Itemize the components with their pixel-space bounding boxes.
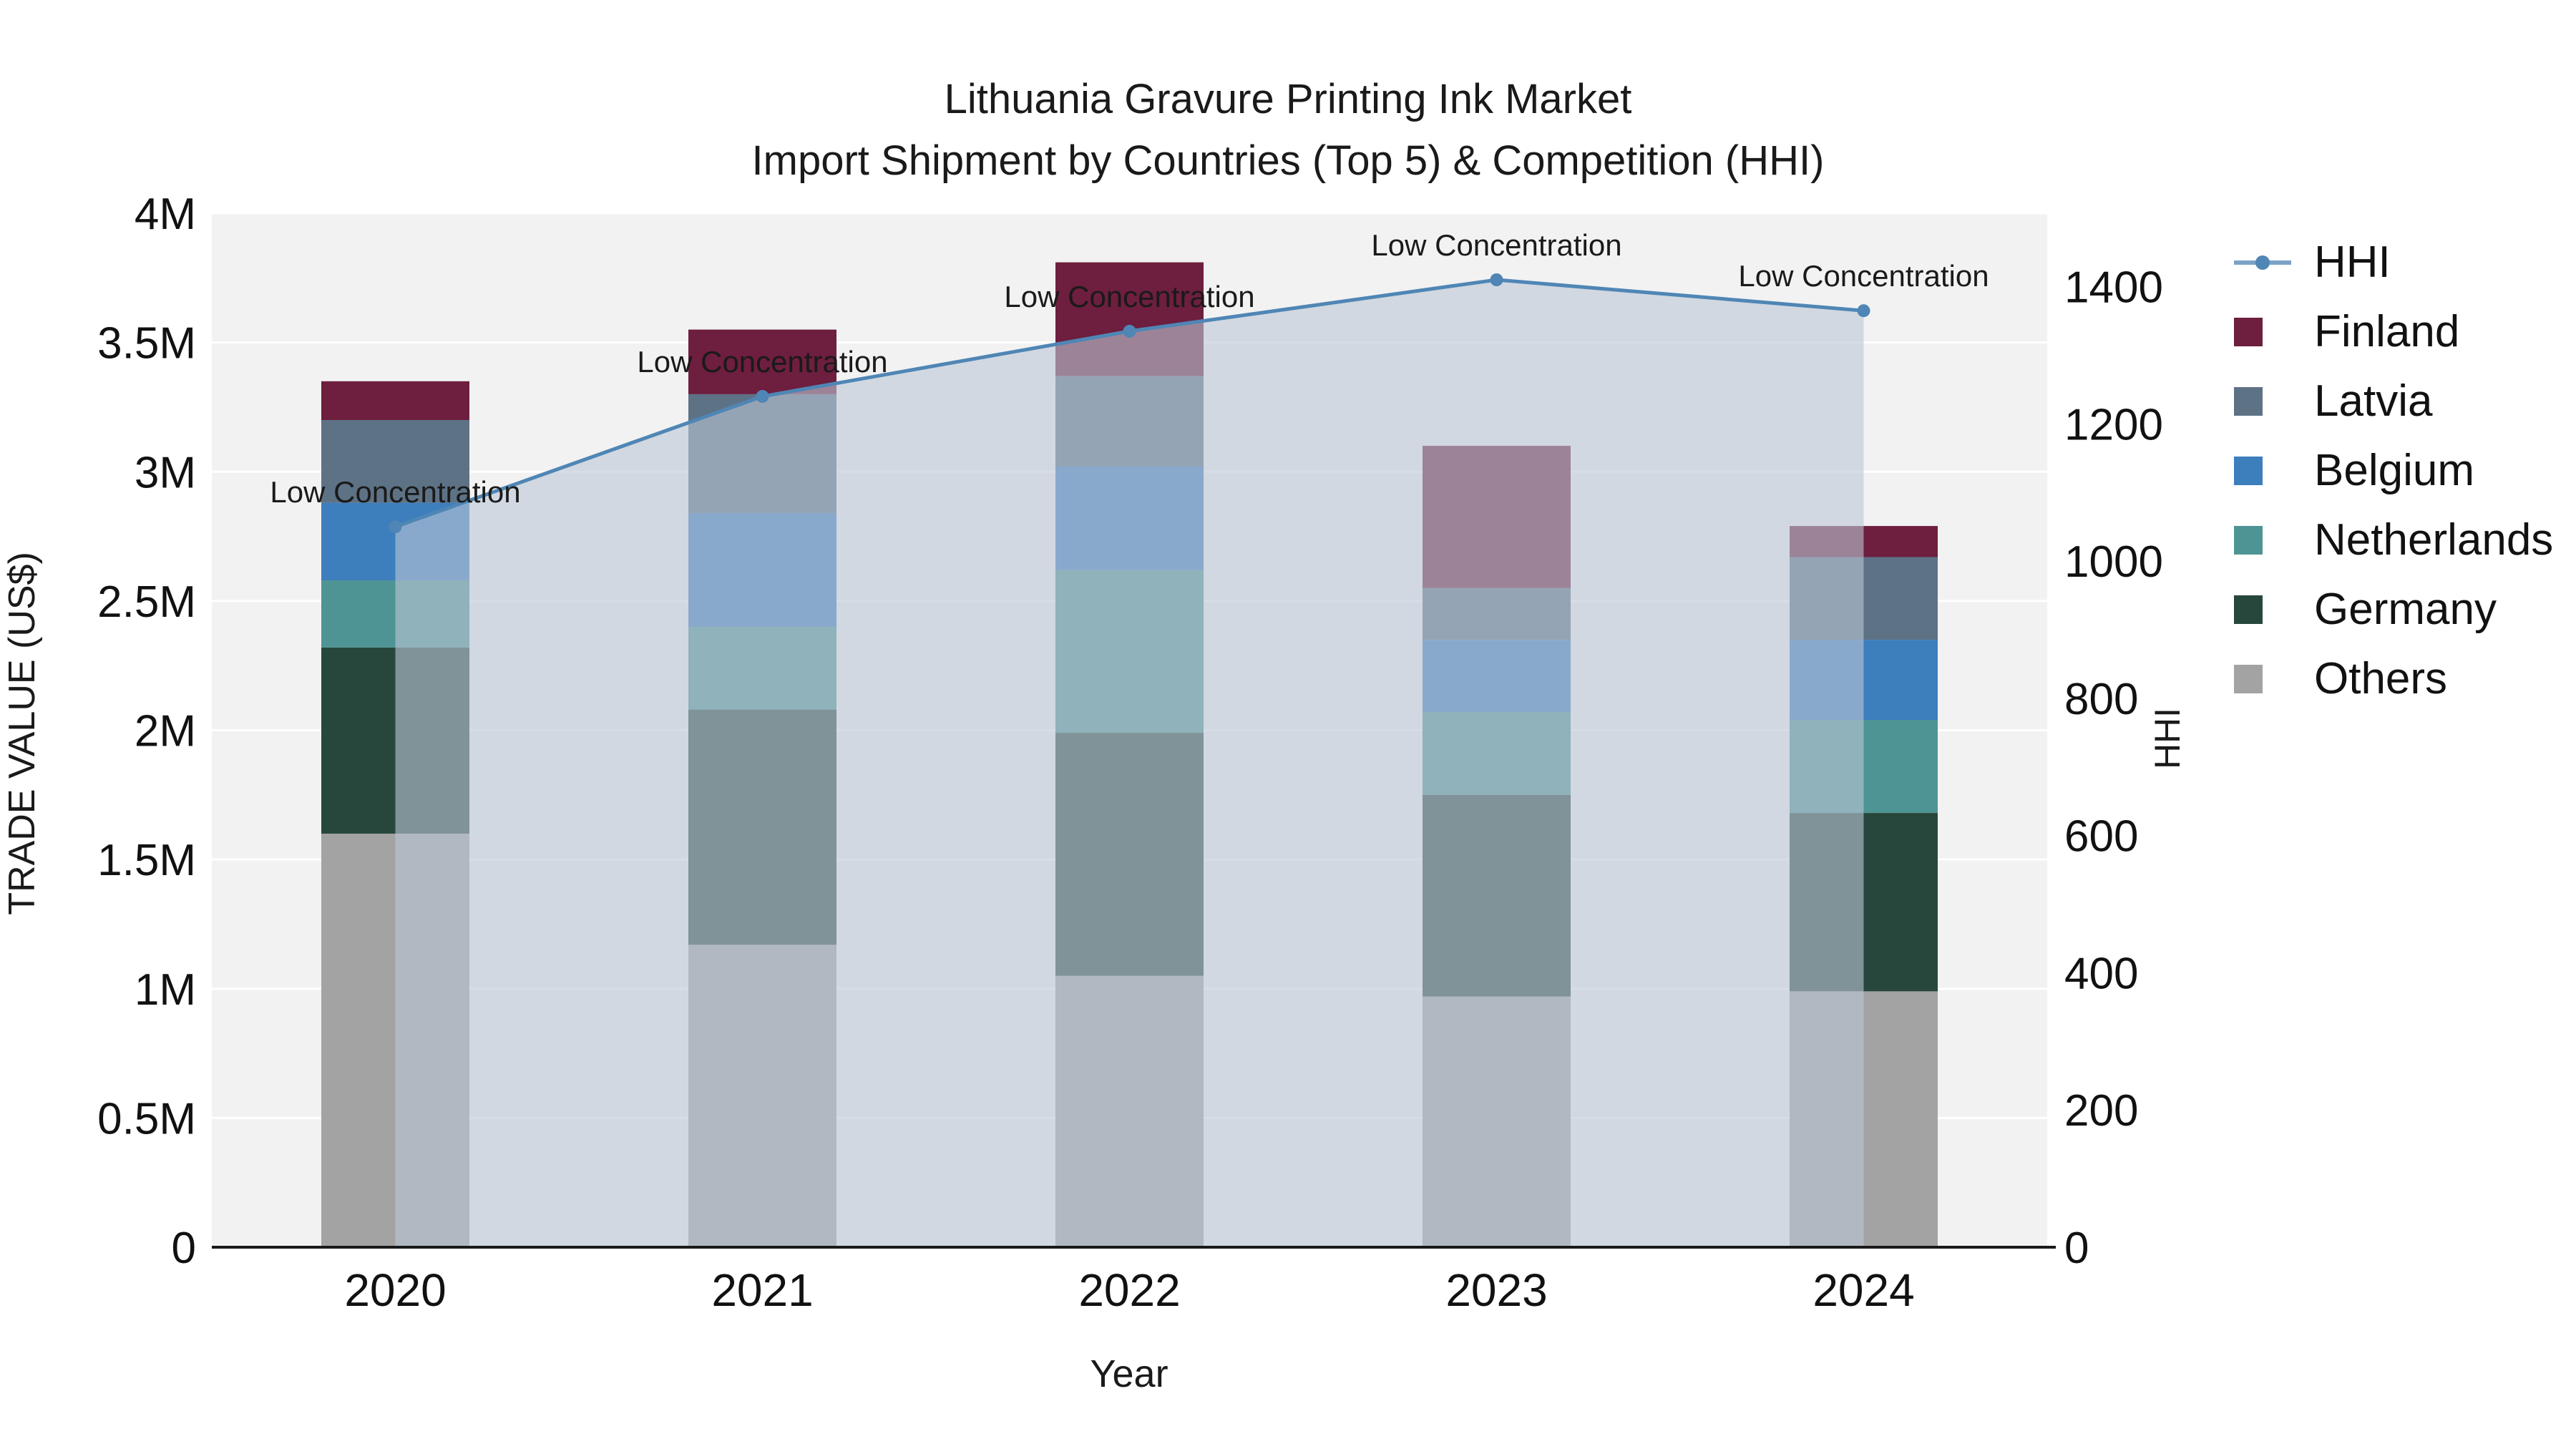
bar-finland-2021[interactable] <box>688 329 836 394</box>
y-left-tick-0: 0 <box>172 1224 196 1273</box>
annotation-2020: Low Concentration <box>270 475 520 509</box>
x-tick-2024: 2024 <box>1813 1264 1914 1316</box>
legend-swatch-icon <box>2234 525 2296 555</box>
y-right-tick-1400: 1400 <box>2064 263 2163 313</box>
legend-swatch-icon <box>2234 595 2296 624</box>
legend-label-netherlands: Netherlands <box>2314 515 2554 565</box>
x-tick-2021: 2021 <box>711 1264 813 1316</box>
legend-item-others[interactable]: Others <box>2234 644 2553 713</box>
y-right-tick-800: 800 <box>2064 675 2138 724</box>
annotation-2021: Low Concentration <box>637 345 887 379</box>
y-right-tick-600: 600 <box>2064 812 2138 862</box>
x-tick-2023: 2023 <box>1445 1264 1547 1316</box>
hhi-point-2021[interactable] <box>756 390 769 403</box>
legend-swatch-icon <box>2234 664 2296 693</box>
y-left-tick-1M: 1M <box>135 965 196 1015</box>
bar-finland-2020[interactable] <box>321 381 469 420</box>
y-left-tick-0.5M: 0.5M <box>97 1094 196 1143</box>
legend-item-hhi[interactable]: HHI <box>2234 228 2553 297</box>
chart-title-line2: Import Shipment by Countries (Top 5) & C… <box>751 137 1825 184</box>
y-left-tick-2M: 2M <box>135 707 196 756</box>
x-tick-2020: 2020 <box>344 1264 446 1316</box>
legend-line-marker-icon <box>2234 255 2296 270</box>
legend-item-belgium[interactable]: Belgium <box>2234 436 2553 505</box>
y-axis-right-label: HHI <box>2147 708 2187 769</box>
annotation-2022: Low Concentration <box>1004 280 1254 313</box>
legend: HHI Finland Latvia Belgium Netherlands German… <box>2234 228 2553 713</box>
legend-label-germany: Germany <box>2314 585 2497 634</box>
x-tick-2022: 2022 <box>1078 1264 1180 1316</box>
y-axis-left-label: TRADE VALUE (US$) <box>1 552 43 915</box>
legend-label-belgium: Belgium <box>2314 446 2474 495</box>
hhi-point-2024[interactable] <box>1857 304 1870 318</box>
y-left-tick-4M: 4M <box>135 190 196 239</box>
legend-label-others: Others <box>2314 654 2448 703</box>
annotation-2024: Low Concentration <box>1738 259 1989 293</box>
legend-label-latvia: Latvia <box>2314 376 2433 426</box>
legend-swatch-icon <box>2234 456 2296 485</box>
legend-swatch-icon <box>2234 386 2296 416</box>
y-right-tick-400: 400 <box>2064 950 2138 999</box>
hhi-point-2023[interactable] <box>1490 273 1503 286</box>
chart-title: Lithuania Gravure Printing Ink Market Im… <box>0 69 2576 192</box>
y-left-tick-2.5M: 2.5M <box>97 577 196 627</box>
legend-item-finland[interactable]: Finland <box>2234 297 2553 366</box>
hhi-area <box>395 280 1864 1247</box>
y-right-tick-200: 200 <box>2064 1086 2138 1136</box>
y-right-tick-0: 0 <box>2064 1224 2089 1273</box>
legend-item-latvia[interactable]: Latvia <box>2234 366 2553 436</box>
annotation-2023: Low Concentration <box>1371 228 1621 262</box>
chart-title-line1: Lithuania Gravure Printing Ink Market <box>944 76 1632 122</box>
hhi-point-2020[interactable] <box>389 520 402 534</box>
y-left-tick-3.5M: 3.5M <box>97 319 196 369</box>
legend-label-hhi: HHI <box>2314 238 2391 287</box>
hhi-point-2022[interactable] <box>1123 324 1136 338</box>
bar-latvia-2020[interactable] <box>321 420 469 503</box>
legend-item-germany[interactable]: Germany <box>2234 575 2553 644</box>
y-right-tick-1200: 1200 <box>2064 400 2163 449</box>
x-axis-label: Year <box>1090 1352 1168 1395</box>
y-right-tick-1000: 1000 <box>2064 537 2163 587</box>
legend-label-finland: Finland <box>2314 307 2460 356</box>
legend-item-netherlands[interactable]: Netherlands <box>2234 505 2553 575</box>
y-left-tick-3M: 3M <box>135 448 196 497</box>
y-left-tick-1.5M: 1.5M <box>97 836 196 885</box>
legend-swatch-icon <box>2234 317 2296 346</box>
